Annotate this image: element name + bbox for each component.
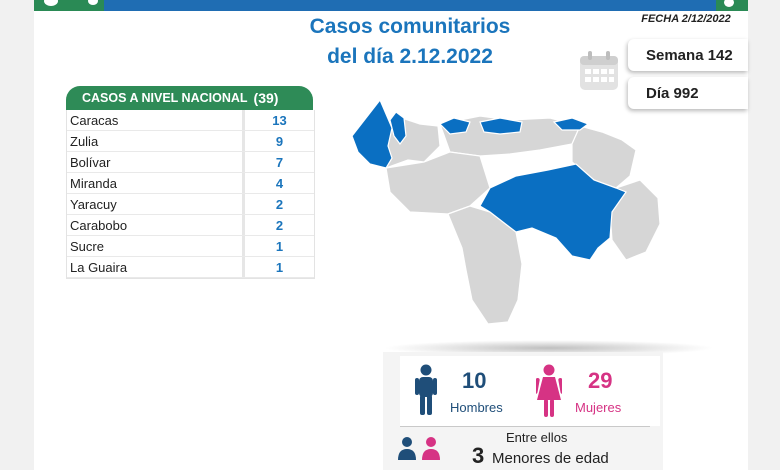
- virus-icon: [88, 0, 98, 5]
- men-count: 10: [462, 368, 487, 393]
- case-count: 4: [275, 175, 284, 191]
- children-icon: [398, 437, 440, 460]
- venezuela-map: [351, 98, 661, 325]
- state-name: Sucre: [67, 236, 245, 256]
- state-name: Miranda: [67, 173, 245, 193]
- women-count: 29: [588, 368, 613, 393]
- women-label: Mujeres: [575, 400, 622, 415]
- report-date: FECHA 2/12/2022: [641, 13, 731, 25]
- day-badge: Día 992: [628, 77, 748, 109]
- among-label: Entre ellos: [506, 430, 568, 445]
- national-cases-heading: CASOS A NIVEL NACIONAL: [82, 91, 248, 105]
- table-row: Miranda 4: [67, 173, 314, 194]
- map-region-llanos: [385, 151, 491, 215]
- demographics-inner: [400, 356, 660, 426]
- title-line-1: Casos comunitarios: [309, 15, 511, 38]
- case-count: 1: [275, 238, 284, 254]
- minors-label: Menores de edad: [492, 450, 609, 467]
- men-label: Hombres: [450, 400, 503, 415]
- state-name: Yaracuy: [67, 194, 245, 214]
- table-row: Bolívar 7: [67, 152, 314, 173]
- map-region-amazonas: [447, 205, 523, 325]
- page-title: Casos comunitarios del día 2.12.2022: [230, 12, 590, 72]
- map-state-caracas-miranda: [479, 117, 523, 135]
- table-row: Yaracuy 2: [67, 194, 314, 215]
- virus-icon: [44, 0, 58, 6]
- table-row: La Guaira 1: [67, 257, 314, 278]
- map-highlighted-states: [351, 98, 627, 261]
- top-banner-accent-left: [34, 0, 104, 11]
- national-cases-table: Caracas 13 Zulia 9 Bolívar 7 Miranda 4 Yarac…: [66, 110, 315, 279]
- case-count: 1: [275, 259, 284, 275]
- map-state-zulia: [351, 98, 393, 169]
- demographics-divider: [400, 426, 650, 427]
- map-state-sucre: [552, 117, 590, 131]
- state-name: Bolívar: [67, 152, 245, 172]
- table-row: Sucre 1: [67, 236, 314, 257]
- virus-icon: [724, 0, 734, 7]
- title-line-2: del día 2.12.2022: [327, 45, 493, 68]
- case-count: 2: [275, 196, 284, 212]
- man-icon: [415, 364, 437, 415]
- national-cases-header: CASOS A NIVEL NACIONAL (39): [66, 86, 313, 110]
- case-count: 7: [275, 154, 284, 170]
- week-badge: Semana 142: [628, 39, 748, 71]
- case-count: 9: [275, 133, 284, 149]
- case-count: 13: [272, 112, 287, 128]
- table-row: Caracas 13: [67, 110, 314, 131]
- case-count: 2: [275, 217, 284, 233]
- woman-icon: [536, 364, 562, 417]
- week-label: Semana 142: [646, 46, 733, 64]
- day-label: Día 992: [646, 84, 699, 102]
- calendar-icon: [580, 51, 618, 90]
- map-region-east: [571, 125, 637, 189]
- table-row: Carabobo 2: [67, 215, 314, 236]
- state-name: Carabobo: [67, 215, 245, 235]
- state-name: Zulia: [67, 131, 245, 151]
- state-name: Caracas: [67, 110, 245, 130]
- table-row: Zulia 9: [67, 131, 314, 152]
- national-cases-total: (39): [253, 90, 279, 106]
- map-state-carabobo-yaracuy: [438, 117, 471, 135]
- map-state-bolivar: [479, 163, 627, 261]
- state-name: La Guaira: [67, 257, 245, 277]
- top-banner: [34, 0, 748, 11]
- minors-count: 3: [472, 443, 485, 468]
- map-state-falcon-coast: [389, 111, 407, 145]
